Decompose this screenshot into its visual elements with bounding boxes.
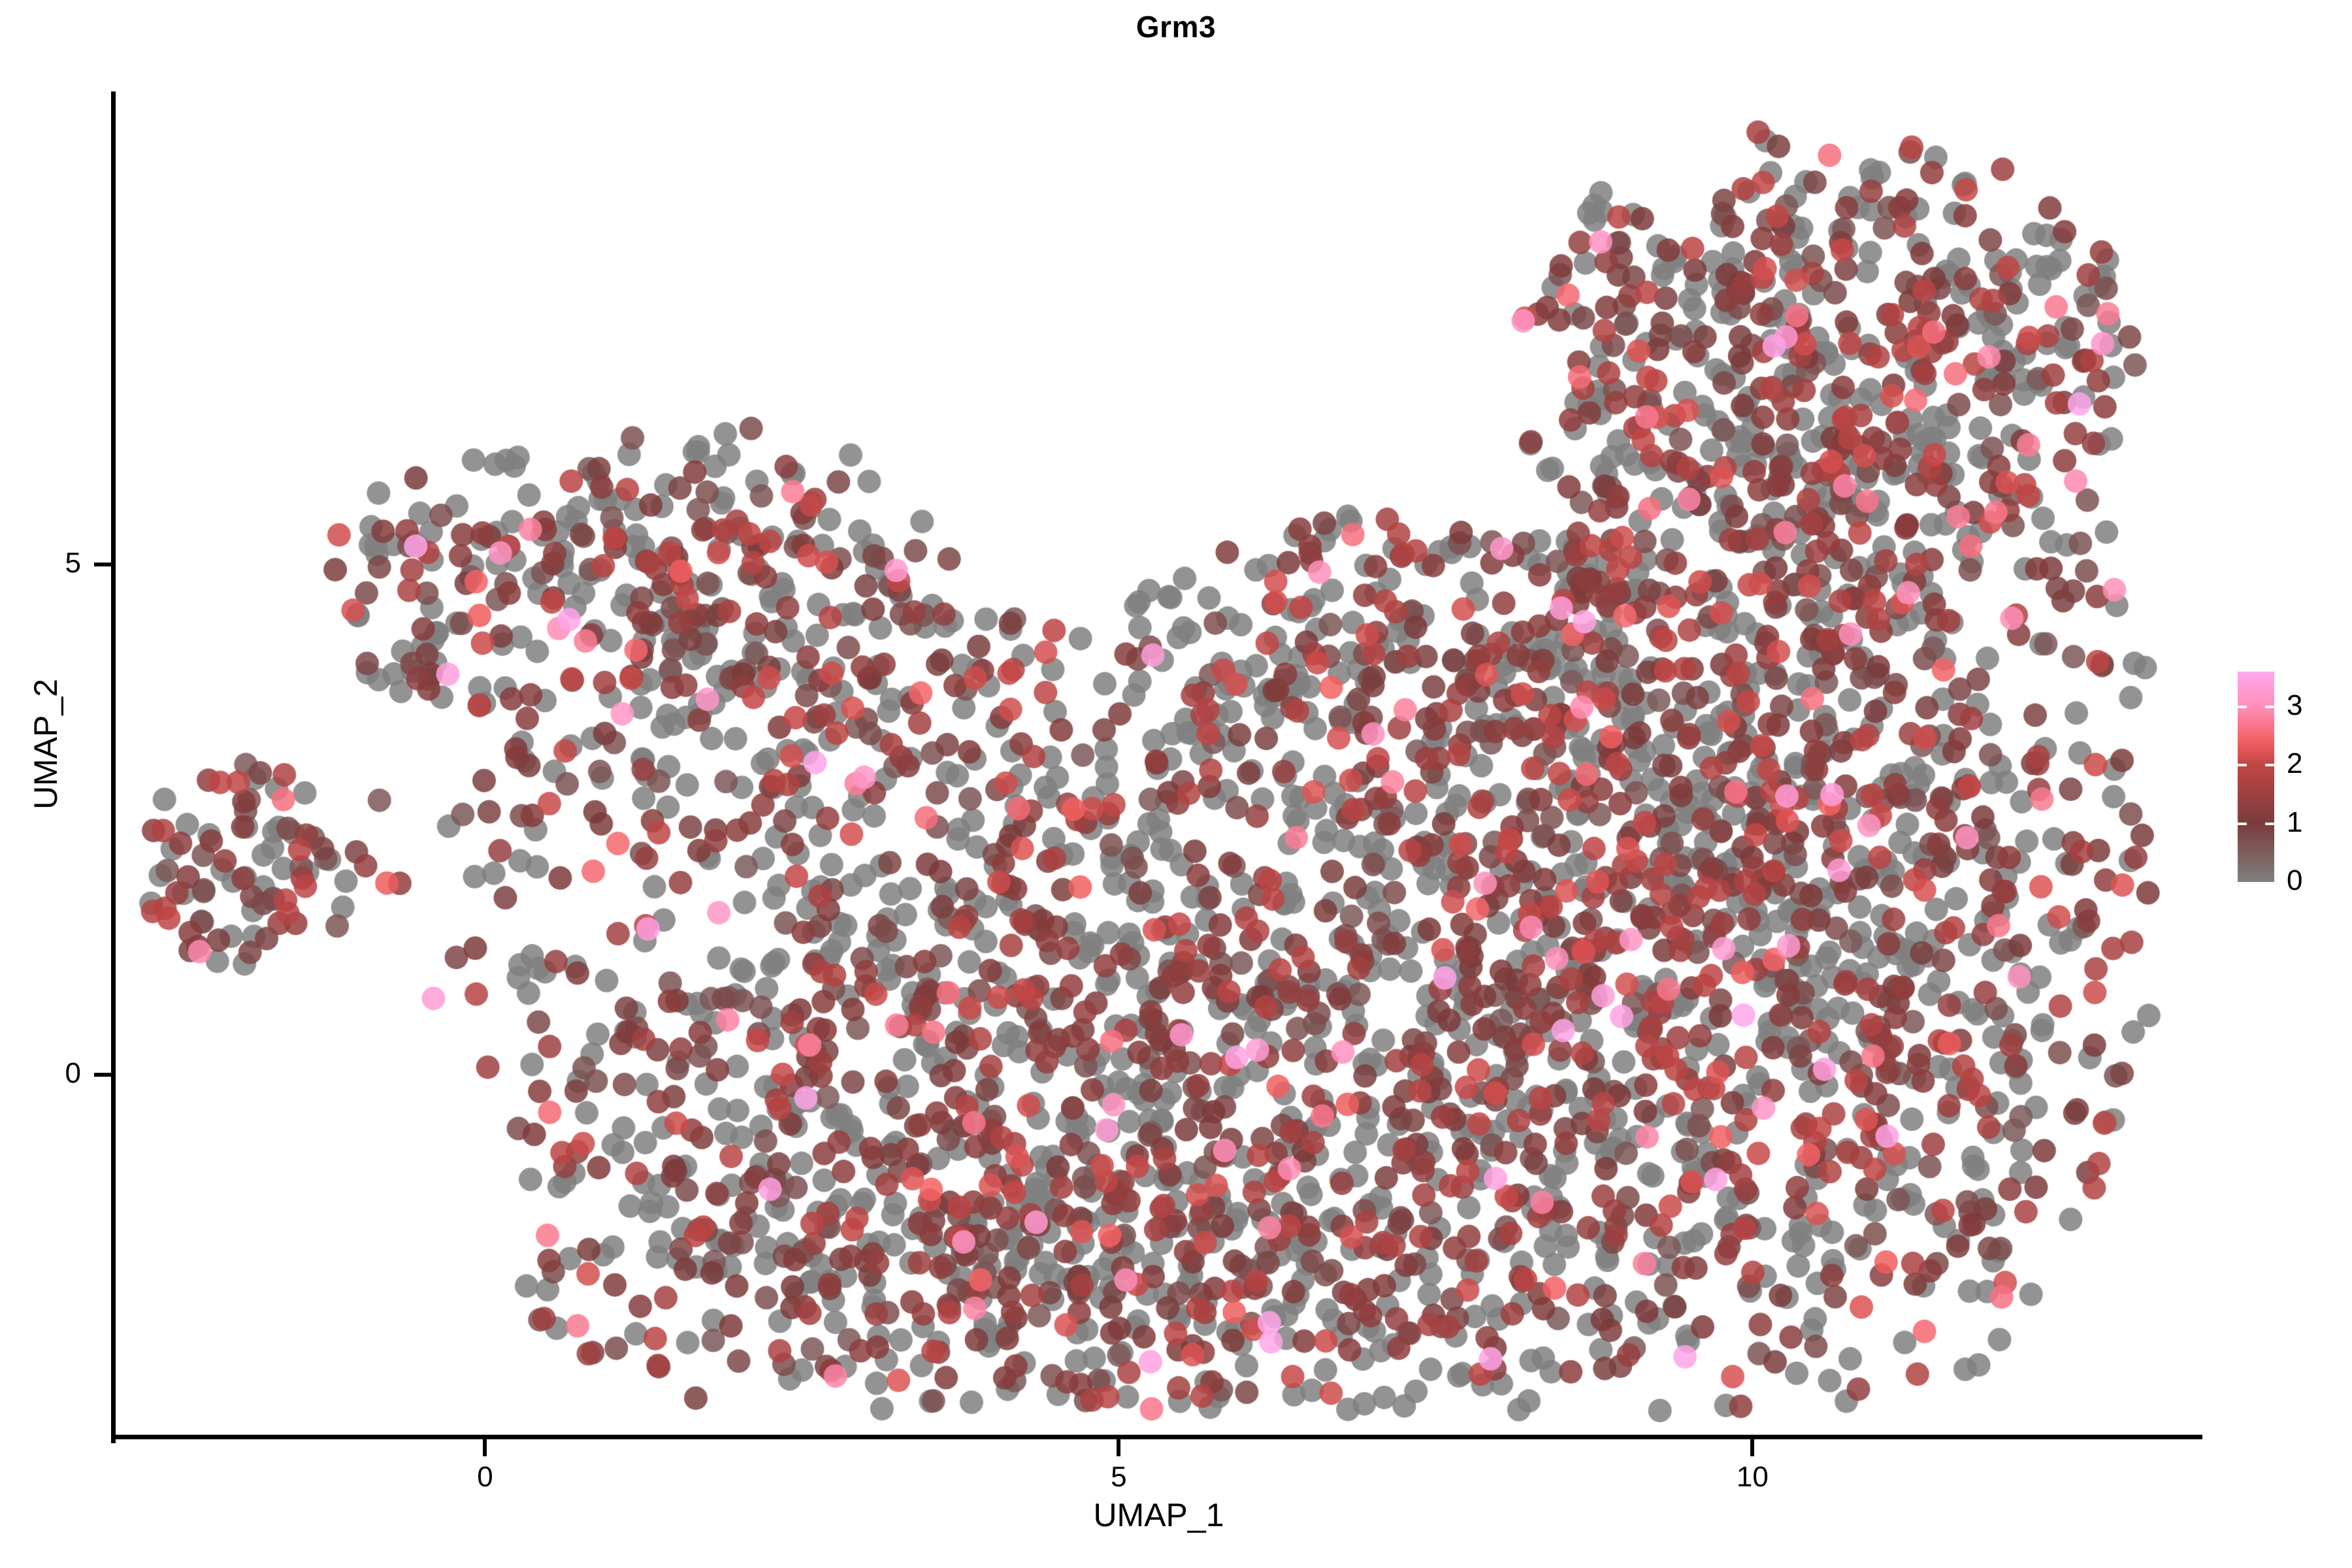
x-tick-label: 0 (477, 1461, 493, 1493)
x-tick-mark (1750, 1439, 1755, 1456)
x-tick-mark (1117, 1439, 1121, 1456)
legend-tick-1 (2265, 822, 2274, 825)
x-tick-label: 5 (1111, 1461, 1127, 1493)
scatter-points-layer (115, 91, 2202, 1439)
legend-label-1: 1 (2287, 806, 2303, 838)
legend-label-3: 3 (2287, 689, 2303, 721)
color-legend: 3 2 1 0 (2234, 666, 2345, 895)
legend-tick-3 (2238, 705, 2247, 708)
legend-tick-2 (2238, 764, 2247, 767)
legend-tick-3 (2265, 705, 2274, 708)
y-tick-mark (94, 563, 111, 567)
x-tick-label: 10 (1736, 1461, 1769, 1493)
x-axis-title: UMAP_1 (1093, 1497, 1224, 1533)
page-title: Grm3 (1135, 10, 1217, 44)
plot-panel (115, 91, 2202, 1439)
y-tick-mark (94, 1072, 111, 1077)
legend-label-2: 2 (2287, 747, 2303, 780)
y-tick-label: 0 (65, 1056, 81, 1089)
y-axis-title: UMAP_2 (27, 678, 64, 810)
legend-tick-1 (2238, 822, 2247, 825)
y-tick-label: 5 (65, 547, 81, 580)
y-axis-line (111, 91, 116, 1443)
x-tick-mark (483, 1439, 487, 1456)
legend-tick-2 (2265, 764, 2274, 767)
x-axis-line (111, 1435, 2202, 1439)
legend-label-0: 0 (2287, 864, 2303, 896)
legend-colorbar (2238, 672, 2274, 882)
